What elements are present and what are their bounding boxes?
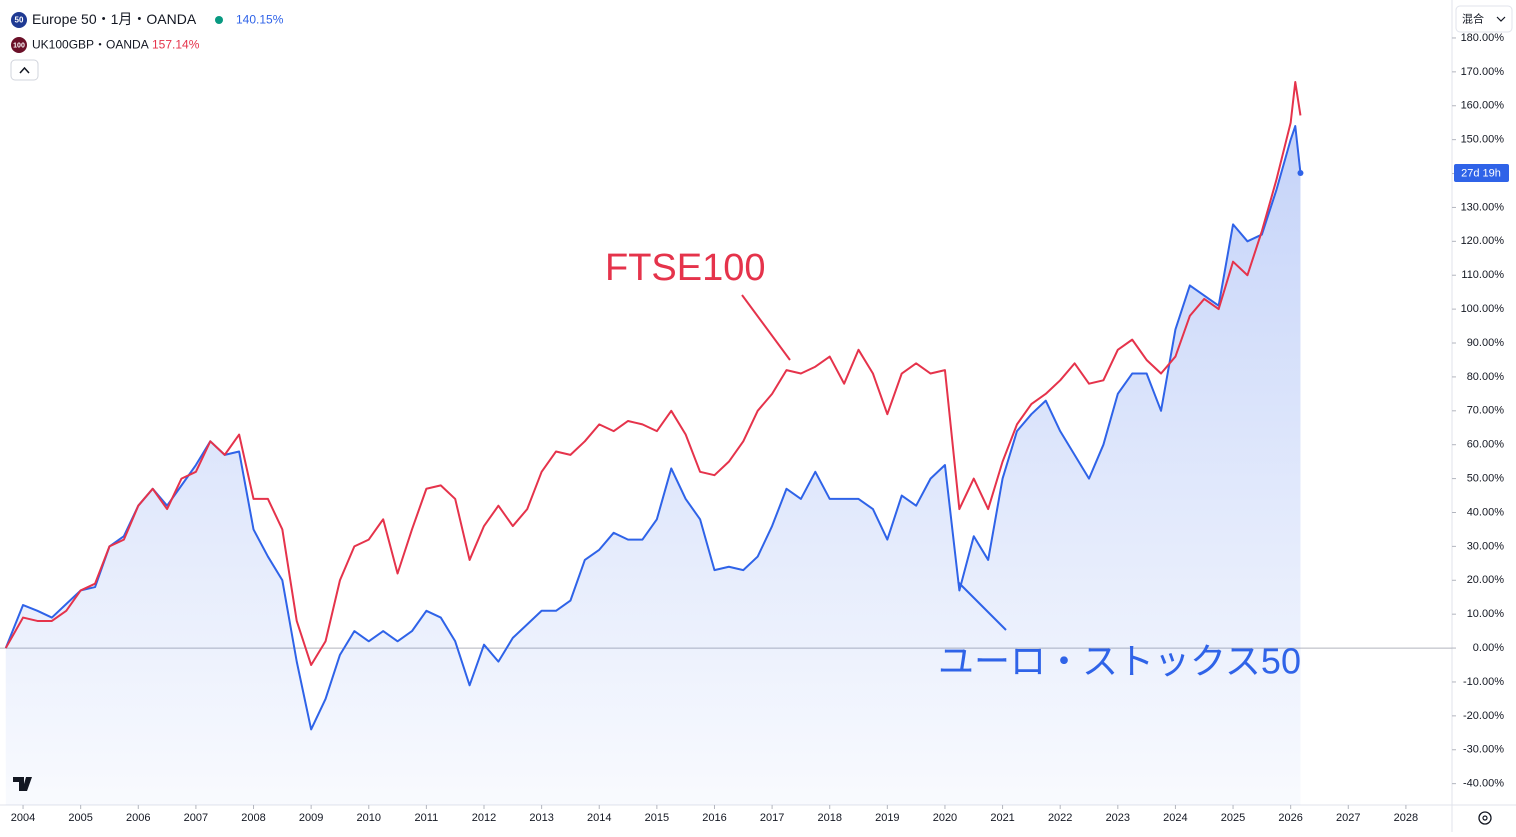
annotation-line [741,294,791,361]
x-tick-label: 2020 [933,812,957,824]
x-tick-label: 2007 [184,812,208,824]
countdown-box [1454,164,1509,183]
y-tick-label: 30.00% [1467,540,1505,552]
scale-mode: 混合 [1462,11,1484,25]
scale-mode-button[interactable] [1455,5,1513,33]
y-tick-label: -20.00% [1463,710,1504,722]
area [5,126,1301,805]
y-tick-label: -40.00% [1463,778,1504,790]
x-tick-label: 2021 [990,812,1014,824]
y-tick-label: 100.00% [1461,303,1505,315]
x-tick-label: 2025 [1221,812,1245,824]
x-tick-label: 2005 [68,812,92,824]
y-tick-label: 120.00% [1461,235,1505,247]
y-tick-label: 70.00% [1467,405,1505,417]
x-tick-label: 2012 [472,812,496,824]
x-tick-label: 2006 [126,812,150,824]
x-tick-label: 2011 [415,812,439,824]
x-tick-label: 2027 [1336,812,1360,824]
x-tick-label: 2009 [299,812,323,824]
y-tick-label: 10.00% [1467,608,1505,620]
line [4,125,1302,731]
y-tick-label: -30.00% [1463,744,1504,756]
x-tick-label: 2008 [241,812,265,824]
y-tick-label: 40.00% [1467,506,1505,518]
y-tick-label: 110.00% [1461,269,1504,281]
annotation: FTSE100 [605,247,766,289]
y-tick-label: 80.00% [1467,371,1505,383]
y-tick-label: 180.00% [1461,32,1505,44]
x-tick-label: 2026 [1278,812,1302,824]
x-tick-label: 2014 [587,812,611,824]
x-tick-label: 2022 [1048,812,1072,824]
legend-icon [11,12,27,28]
legend-icon [11,37,27,53]
collapse-icon [19,66,30,74]
y-tick-label: 150.00% [1461,134,1505,146]
y-tick-label: -10.00% [1463,676,1504,688]
x-tick-label: 2015 [645,812,669,824]
last-point [1297,170,1304,177]
legend-value: 157.14% [152,38,200,52]
x-tick-label: 2016 [702,812,726,824]
x-tick-label: 2028 [1394,812,1418,824]
dropdown-icon [1496,16,1506,22]
annotation-line [957,581,1007,631]
x-tick-label: 2023 [1106,812,1130,824]
countdown: 27d 19h [1461,167,1501,179]
plot [0,81,1452,805]
legend-name: Europe 50・1月・OANDA [32,11,197,27]
y-tick-label: 90.00% [1467,337,1505,349]
line [4,81,1302,667]
legend-name: UK100GBP・OANDA [32,38,149,52]
y-tick-label: 130.00% [1461,201,1505,213]
x-tick-label: 2004 [11,812,35,824]
x-tick-label: 2017 [760,812,784,824]
x-tick-label: 2013 [529,812,553,824]
x-tick-label: 2019 [875,812,899,824]
y-tick-label: 20.00% [1467,574,1505,586]
status-dot [215,16,223,24]
y-tick-label: 170.00% [1461,66,1505,78]
x-tick-label: 2024 [1163,812,1187,824]
y-tick-label: 60.00% [1467,439,1505,451]
legend-value: 140.15% [236,13,284,27]
y-tick-label: 160.00% [1461,100,1505,112]
settings-icon-center [1482,815,1488,821]
settings-icon[interactable] [1478,811,1492,825]
logo [13,777,32,791]
collapse-button[interactable] [10,59,39,81]
legend-icon-text: 50 [15,16,24,25]
y-tick-label: 0.00% [1473,642,1504,654]
legend-icon-text: 100 [13,42,25,49]
y-tick-label: 50.00% [1467,472,1505,484]
x-tick-label: 2010 [357,812,381,824]
annotation: ユーロ・ストックス50 [938,641,1301,682]
x-tick-label: 2018 [817,812,841,824]
